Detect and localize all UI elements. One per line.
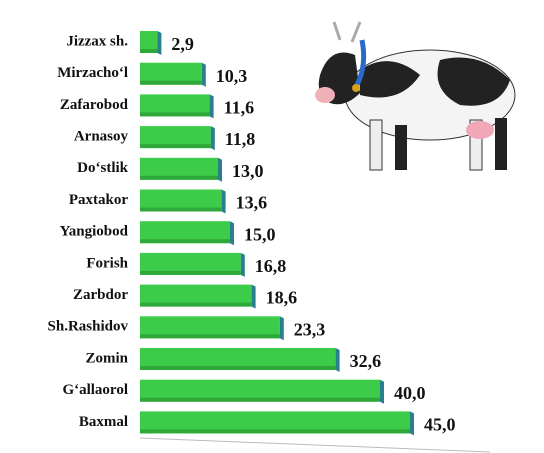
- category-label: Zafarobod: [60, 97, 129, 113]
- bar-side: [410, 411, 414, 436]
- bar-side: [335, 348, 340, 372]
- category-label: Arnasoy: [74, 129, 129, 145]
- category-label: Forish: [86, 255, 128, 271]
- value-label: 45,0: [424, 415, 456, 435]
- value-label: 13,0: [232, 161, 264, 181]
- category-label: Zomin: [85, 350, 128, 366]
- value-label: 15,0: [244, 224, 276, 244]
- bar: [140, 284, 252, 307]
- value-label: 13,6: [236, 193, 268, 213]
- bar-shade: [140, 302, 252, 307]
- bar-side: [279, 316, 284, 341]
- bar-side: [209, 94, 214, 119]
- bar: [140, 379, 380, 402]
- axis-line: [139, 437, 491, 453]
- bar-shade: [140, 144, 211, 149]
- category-label: G‘allaorol: [62, 382, 128, 398]
- value-label: 18,6: [266, 288, 298, 308]
- bar-shade: [140, 112, 210, 117]
- bar-side: [201, 62, 206, 87]
- bar-shade: [140, 239, 230, 244]
- category-label: Paxtakor: [69, 192, 129, 208]
- cow-illustration: [315, 21, 516, 171]
- category-label: Baxmal: [79, 414, 128, 430]
- bar: [140, 94, 210, 117]
- value-label: 40,0: [394, 383, 426, 403]
- bar: [140, 348, 336, 370]
- bar: [140, 126, 211, 149]
- category-label: Do‘stlik: [77, 160, 128, 176]
- bar-shade: [140, 49, 158, 53]
- bar: [140, 252, 241, 275]
- bar-side: [218, 157, 222, 182]
- bar-shade: [140, 207, 222, 212]
- value-label: 16,8: [255, 256, 286, 276]
- bar-side: [251, 284, 256, 309]
- category-label: Zarbdor: [73, 287, 128, 303]
- bar: [140, 411, 410, 434]
- category-label: Yangiobod: [60, 224, 129, 240]
- value-label: 32,6: [350, 351, 382, 371]
- bar: [140, 189, 222, 212]
- bar-side: [240, 252, 245, 277]
- bar-shade: [140, 366, 336, 370]
- bar: [140, 31, 158, 53]
- bar: [140, 62, 202, 85]
- category-label: Jizzax sh.: [66, 33, 128, 49]
- bar-shade: [140, 270, 241, 275]
- value-label: 11,6: [224, 98, 255, 118]
- bar: [140, 157, 218, 180]
- value-label: 10,3: [216, 66, 248, 86]
- value-label: 11,8: [225, 129, 256, 149]
- bar-shade: [140, 334, 280, 339]
- bar-side: [157, 31, 162, 55]
- bar-side: [380, 379, 384, 404]
- bar: [140, 316, 280, 339]
- bar-shade: [140, 175, 218, 180]
- bar-side: [210, 126, 215, 151]
- bar: [140, 221, 230, 244]
- bar-shade: [140, 429, 410, 434]
- bar-shade: [140, 80, 202, 85]
- bar-side: [221, 189, 226, 214]
- category-label: Mirzacho‘l: [57, 65, 128, 81]
- value-label: 2,9: [171, 34, 194, 54]
- value-label: 23,3: [294, 319, 326, 339]
- category-label: Sh.Rashidov: [48, 319, 129, 335]
- bar-side: [230, 221, 234, 246]
- bar-shade: [140, 397, 380, 402]
